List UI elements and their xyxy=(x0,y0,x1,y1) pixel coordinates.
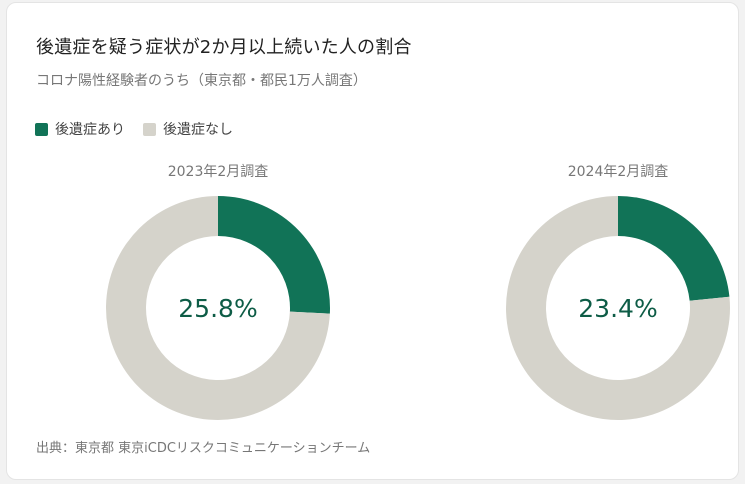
source-note: 出典：東京都 東京iCDCリスクコミュニケーションチーム xyxy=(36,441,371,456)
legend-swatch-yes xyxy=(35,122,48,136)
chart-title: 後遺症を疑う症状が2か月以上続いた人の割合 xyxy=(36,37,412,58)
legend-label-no: 後遺症なし xyxy=(163,122,233,138)
chart-card: 後遺症を疑う症状が2か月以上続いた人の割合 コロナ陽性経験者のうち（東京都・都民… xyxy=(6,2,739,480)
donut-slice-yes[interactable] xyxy=(218,196,330,314)
donut-chart-2024: 23.4% xyxy=(506,196,730,420)
legend: 後遺症あり 後遺症なし xyxy=(35,119,233,139)
donut-slice-no[interactable] xyxy=(106,196,330,420)
donut-slice-yes[interactable] xyxy=(618,196,730,301)
chart-2023-title: 2023年2月調査 xyxy=(167,164,269,180)
center-value-label: 25.8% xyxy=(178,294,257,323)
donut-chart-2023: 25.8% xyxy=(106,196,330,420)
legend-item-no[interactable]: 後遺症なし xyxy=(143,119,233,139)
chart-subtitle: コロナ陽性経験者のうち（東京都・都民1万人調査） xyxy=(36,73,367,89)
legend-label-yes: 後遺症あり xyxy=(55,122,125,138)
legend-item-yes[interactable]: 後遺症あり xyxy=(35,119,125,139)
chart-2024-title: 2024年2月調査 xyxy=(567,164,669,180)
legend-swatch-no xyxy=(143,122,156,136)
center-value-label: 23.4% xyxy=(578,294,657,323)
donut-slice-no[interactable] xyxy=(506,196,730,420)
